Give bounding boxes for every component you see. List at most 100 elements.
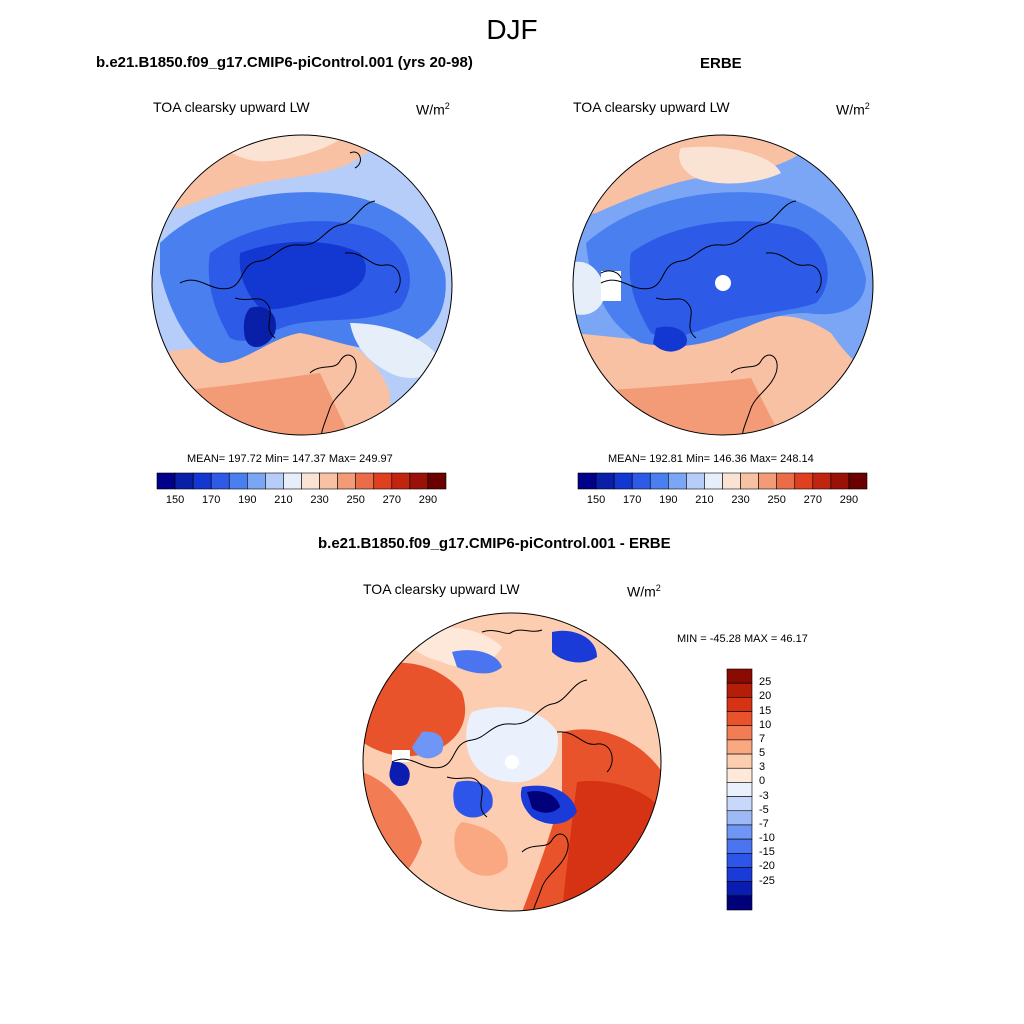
- colorbar-swatch: [427, 472, 447, 490]
- warm-region: [363, 662, 466, 757]
- panel3-colorbar-ticks: 25 20 15 10 7 5 3 0 -3 -5 -7 -10 -15 -20 -25: [759, 669, 799, 910]
- colorbar-tick-label: 150: [586, 494, 606, 506]
- cold-region: [653, 326, 687, 352]
- cold-region: [453, 780, 493, 818]
- panel3-stats: MIN = -45.28 MAX = 46.17: [677, 633, 808, 645]
- colorbar-swatch: [649, 472, 669, 490]
- colorbar-swatch: [283, 472, 302, 490]
- panel2-polar-map: [572, 134, 874, 436]
- colorbar-tick-label: 230: [310, 494, 329, 506]
- cold-region: [527, 791, 560, 813]
- colorbar-tick-label: 270: [382, 494, 401, 506]
- colorbar-tick-label: 10: [759, 718, 772, 731]
- cold-region: [243, 306, 276, 348]
- panel3-units: W/m2: [627, 583, 661, 600]
- colorbar-swatch: [726, 838, 753, 854]
- colorbar-swatch: [726, 824, 753, 840]
- colorbar-swatch: [722, 472, 741, 490]
- warm-region: [562, 781, 661, 911]
- colorbar-tick-label: 170: [623, 494, 642, 506]
- colorbar-tick-label: 210: [274, 494, 293, 506]
- colorbar-tick-label: 210: [695, 494, 714, 506]
- colorbar-swatch: [373, 472, 393, 490]
- colorbar-swatch: [613, 472, 633, 490]
- colorbar-swatch: [668, 472, 687, 490]
- colorbar-swatch: [337, 472, 356, 490]
- colorbar-swatch: [631, 472, 651, 490]
- colorbar-tick-label: -10: [759, 832, 775, 845]
- cold-region: [412, 731, 444, 759]
- colorbar-tick-label: 0: [759, 775, 766, 788]
- cold-region: [452, 650, 502, 674]
- colorbar-swatch: [726, 796, 753, 812]
- colorbar-swatch: [758, 472, 777, 490]
- colorbar-swatch: [726, 881, 753, 897]
- warm-region: [679, 146, 781, 184]
- colorbar-tick-label: -7: [759, 817, 769, 830]
- colorbar-swatch: [726, 867, 753, 882]
- colorbar-swatch: [830, 472, 850, 490]
- colorbar-swatch: [776, 472, 796, 490]
- colorbar-swatch: [726, 682, 753, 698]
- colorbar-swatch: [409, 472, 429, 490]
- colorbar-swatch: [686, 472, 705, 490]
- pole-hole: [715, 275, 731, 291]
- warm-region: [152, 373, 350, 435]
- colorbar-tick-label: 7: [759, 732, 766, 745]
- figure-title: DJF: [486, 14, 538, 45]
- colorbar-swatch: [740, 472, 759, 490]
- panel1-colorbar: [156, 472, 447, 490]
- missing-data: [392, 750, 410, 762]
- panel3-case-title: b.e21.B1850.f09_g17.CMIP6-piControl.001 …: [318, 535, 671, 552]
- colorbar-swatch: [726, 753, 753, 769]
- colorbar-tick-label: -3: [759, 789, 769, 802]
- neutral-region: [466, 707, 558, 783]
- colorbar-swatch: [848, 472, 868, 490]
- coastlines: [391, 629, 613, 911]
- colorbar-tick-label: 190: [238, 494, 257, 506]
- panel1-units: W/m2: [416, 101, 450, 118]
- colorbar-swatch: [726, 711, 753, 727]
- cold-region: [239, 241, 366, 310]
- colorbar-swatch: [726, 697, 753, 712]
- colorbar-tick-label: -25: [759, 874, 775, 887]
- panel2-colorbar-ticks: 150 170 190 210 230 250 270 290: [578, 494, 867, 508]
- warm-region: [454, 822, 508, 876]
- panel3-colorbar: [726, 668, 753, 911]
- colorbar-tick-label: 15: [759, 704, 772, 717]
- colorbar-tick-label: 150: [165, 494, 185, 506]
- colorbar-tick-label: 250: [346, 494, 365, 506]
- colorbar-swatch: [265, 472, 284, 490]
- colorbar-swatch: [174, 472, 194, 490]
- cold-region: [552, 630, 597, 663]
- colorbar-swatch: [192, 472, 212, 490]
- colorbar-tick-label: 5: [759, 747, 766, 760]
- panel1-case-title: b.e21.B1850.f09_g17.CMIP6-piControl.001 …: [96, 54, 473, 71]
- coastlines: [179, 151, 401, 435]
- colorbar-swatch: [210, 472, 230, 490]
- colorbar-swatch: [726, 725, 753, 741]
- panel1-colorbar-ticks: 150 170 190 210 230 250 270 290: [157, 494, 446, 508]
- warm-region: [573, 378, 781, 435]
- colorbar-swatch: [355, 472, 375, 490]
- colorbar-swatch: [812, 472, 832, 490]
- panel3-polar-map: [362, 612, 662, 912]
- colorbar-swatch: [726, 782, 753, 797]
- colorbar-tick-label: -15: [759, 846, 775, 859]
- colorbar-swatch: [595, 472, 615, 490]
- colorbar-tick-label: -20: [759, 860, 775, 873]
- colorbar-tick-label: 230: [731, 494, 750, 506]
- colorbar-tick-label: 190: [659, 494, 678, 506]
- colorbar-tick-label: -5: [759, 803, 769, 816]
- panel2-colorbar: [577, 472, 868, 490]
- colorbar-swatch: [156, 472, 176, 490]
- colorbar-tick-label: 3: [759, 761, 766, 774]
- panel2-stats: MEAN= 192.81 Min= 146.36 Max= 248.14: [608, 453, 814, 465]
- panel2-case-title: ERBE: [700, 55, 742, 72]
- panel2-field-label: TOA clearsky upward LW: [573, 99, 730, 115]
- panel2-units: W/m2: [836, 101, 870, 118]
- cold-region: [389, 761, 410, 787]
- colorbar-tick-label: 25: [759, 676, 772, 689]
- coastlines: [600, 200, 822, 435]
- colorbar-swatch: [577, 472, 597, 490]
